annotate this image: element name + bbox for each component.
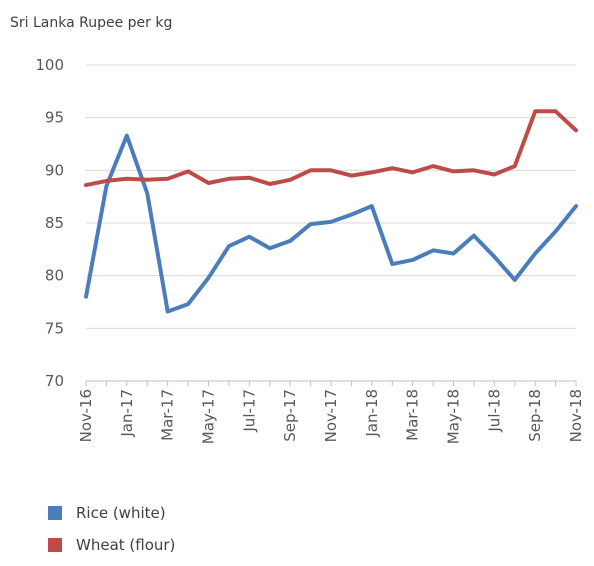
legend-label-wheat: Wheat (flour) — [76, 536, 175, 554]
x-tick-label: Nov-16 — [77, 389, 95, 442]
x-tick-label: Jul-17 — [240, 389, 258, 433]
legend-label-rice: Rice (white) — [76, 504, 166, 522]
x-tick-label: Nov-18 — [567, 389, 585, 442]
x-tick-label: Mar-17 — [159, 389, 177, 441]
legend-swatch-rice — [48, 506, 62, 520]
series-line-wheat — [86, 111, 576, 185]
legend-swatch-wheat — [48, 538, 62, 552]
y-tick-label: 80 — [45, 267, 64, 285]
y-tick-label: 70 — [45, 372, 64, 390]
x-tick-label: May-17 — [200, 389, 218, 444]
y-tick-label: 75 — [45, 319, 64, 337]
series-line-rice — [86, 136, 576, 312]
y-tick-label: 95 — [45, 109, 64, 127]
x-tick-label: Sep-17 — [281, 389, 299, 442]
y-tick-label: 90 — [45, 161, 64, 179]
y-tick-label: 85 — [45, 214, 64, 232]
legend-item-wheat: Wheat (flour) — [48, 534, 175, 556]
line-chart: 70 75 80 85 90 95 100 Nov-16 Jan-17 Mar-17 May-17 J… — [0, 0, 594, 495]
y-tick-label: 100 — [35, 56, 64, 74]
legend: Rice (white) Wheat (flour) — [48, 502, 175, 566]
x-tick-label: Jul-18 — [485, 389, 503, 433]
legend-item-rice: Rice (white) — [48, 502, 175, 524]
x-tick-label: Sep-18 — [526, 389, 544, 442]
x-tick-label: Jan-17 — [118, 389, 136, 438]
x-tick-label: Mar-18 — [404, 389, 422, 441]
x-tick-label: May-18 — [445, 389, 463, 444]
x-tick-label: Nov-17 — [322, 389, 340, 442]
x-tick-label: Jan-18 — [363, 389, 381, 438]
